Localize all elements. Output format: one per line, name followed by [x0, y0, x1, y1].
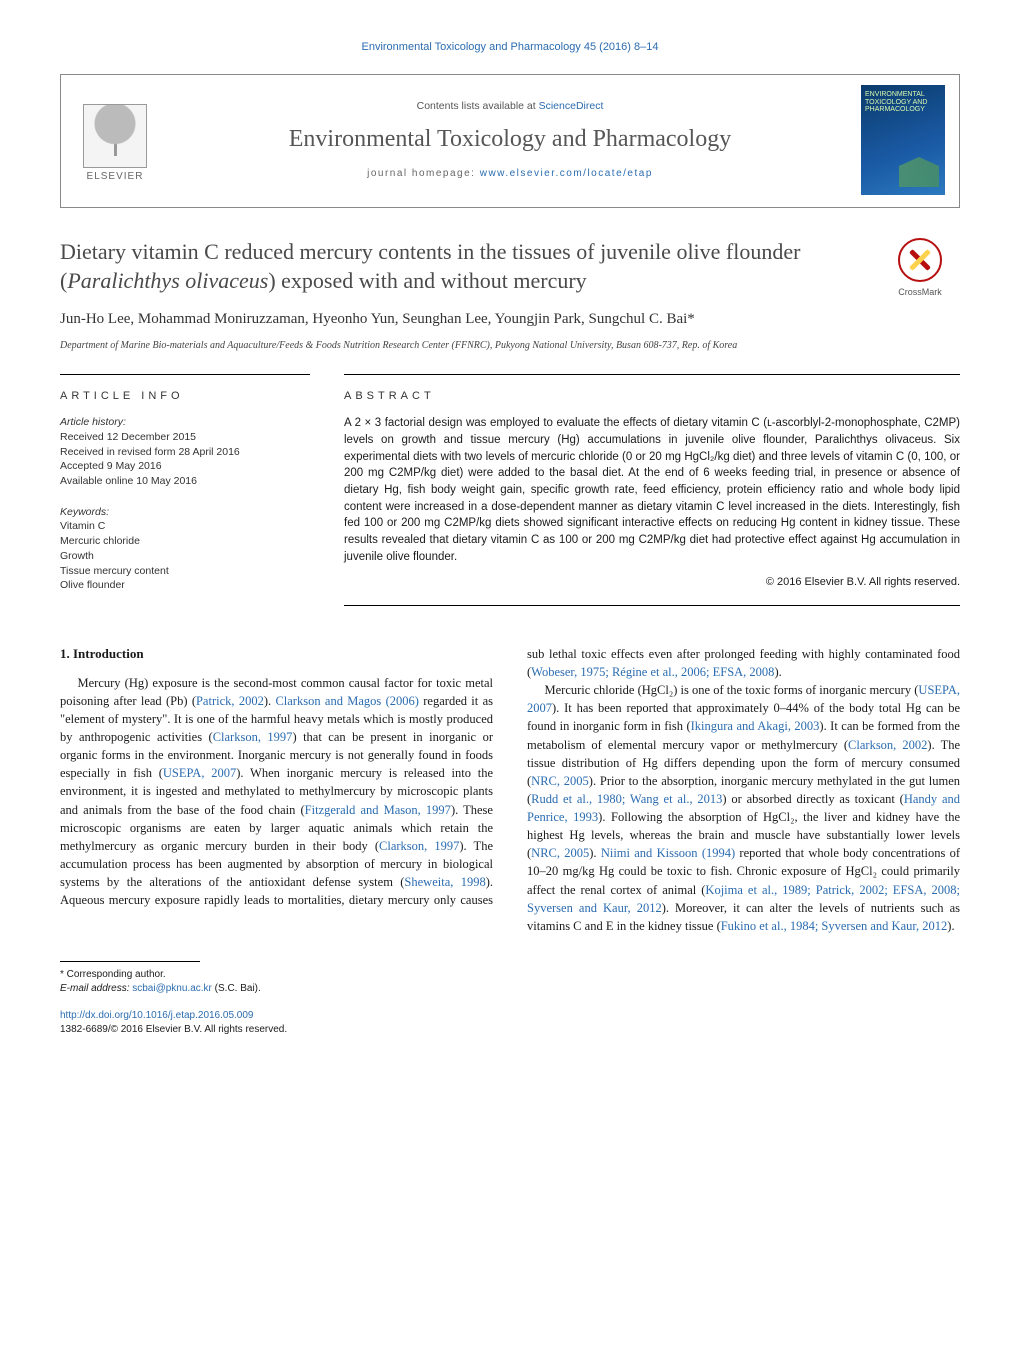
- affiliation: Department of Marine Bio-materials and A…: [60, 339, 960, 353]
- keywords-heading: Keywords:: [60, 505, 310, 520]
- citation-link[interactable]: Fukino et al., 1984; Syversen and Kaur, …: [721, 919, 948, 933]
- body-text: ).: [589, 846, 601, 860]
- intro-paragraph-2: Mercuric chloride (HgCl₂) is one of the …: [527, 681, 960, 935]
- citation-link[interactable]: Clarkson and Magos (2006): [275, 694, 419, 708]
- journal-cover-thumbnail: ENVIRONMENTAL TOXICOLOGY AND PHARMACOLOG…: [861, 85, 945, 195]
- corresponding-email-link[interactable]: scbai@pknu.ac.kr: [132, 983, 212, 994]
- title-post: ) exposed with and without mercury: [268, 268, 586, 293]
- article-body: 1. Introduction Mercury (Hg) exposure is…: [60, 645, 960, 935]
- corresponding-email-line: E-mail address: scbai@pknu.ac.kr (S.C. B…: [60, 982, 465, 997]
- section-heading-introduction: 1. Introduction: [60, 645, 493, 664]
- doi-link[interactable]: http://dx.doi.org/10.1016/j.etap.2016.05…: [60, 1010, 254, 1021]
- title-species: Paralichthys olivaceus: [67, 268, 268, 293]
- email-label: E-mail address:: [60, 983, 132, 994]
- crossmark-icon: [898, 238, 942, 282]
- corresponding-author-note: * Corresponding author.: [60, 968, 465, 983]
- elsevier-tree-icon: [83, 104, 147, 168]
- citation-link[interactable]: Niimi and Kissoon (1994): [601, 846, 735, 860]
- email-suffix: (S.C. Bai).: [212, 983, 261, 994]
- citation-link[interactable]: Ikingura and Akagi, 2003: [691, 719, 820, 733]
- page-footer: * Corresponding author. E-mail address: …: [60, 961, 465, 1038]
- citation-link[interactable]: Wobeser, 1975; Régine et al., 2006; EFSA…: [531, 665, 774, 679]
- citation-link[interactable]: Clarkson, 1997: [379, 839, 459, 853]
- abstract-text: A 2 × 3 factorial design was employed to…: [344, 415, 960, 565]
- journal-homepage-link[interactable]: www.elsevier.com/locate/etap: [480, 168, 653, 179]
- keyword: Mercuric chloride: [60, 534, 310, 549]
- publisher-name: ELSEVIER: [87, 170, 144, 185]
- crossmark-badge[interactable]: CrossMark: [890, 238, 950, 299]
- homepage-prefix: journal homepage:: [367, 168, 480, 179]
- article-info-label: ARTICLE INFO: [60, 389, 310, 405]
- body-text: ).: [264, 694, 276, 708]
- sciencedirect-link[interactable]: ScienceDirect: [539, 100, 604, 112]
- elsevier-logo: ELSEVIER: [75, 95, 155, 185]
- contents-prefix: Contents lists available at: [417, 100, 539, 112]
- contents-available-line: Contents lists available at ScienceDirec…: [185, 99, 835, 114]
- journal-homepage-line: journal homepage: www.elsevier.com/locat…: [185, 167, 835, 182]
- body-text: Mercuric chloride (HgCl₂) is one of the …: [545, 683, 919, 697]
- body-text: ) or absorbed directly as toxicant (: [722, 792, 903, 806]
- citation-link[interactable]: Fitzgerald and Mason, 1997: [305, 803, 451, 817]
- journal-name: Environmental Toxicology and Pharmacolog…: [185, 122, 835, 157]
- crossmark-label: CrossMark: [898, 287, 942, 297]
- footnote-rule: [60, 961, 200, 962]
- journal-header: ELSEVIER Contents lists available at Sci…: [60, 74, 960, 208]
- running-head: Environmental Toxicology and Pharmacolog…: [60, 40, 960, 56]
- article-title: Dietary vitamin C reduced mercury conten…: [60, 238, 876, 295]
- keyword: Growth: [60, 549, 310, 564]
- citation-link[interactable]: Patrick, 2002: [196, 694, 264, 708]
- citation-link[interactable]: Sheweita, 1998: [404, 875, 485, 889]
- citation-link[interactable]: NRC, 2005: [531, 846, 589, 860]
- history-item: Accepted 9 May 2016: [60, 459, 310, 474]
- history-item: Received 12 December 2015: [60, 430, 310, 445]
- abstract-copyright: © 2016 Elsevier B.V. All rights reserved…: [344, 575, 960, 591]
- citation-link[interactable]: USEPA, 2007: [163, 766, 236, 780]
- abstract-label: ABSTRACT: [344, 389, 960, 405]
- keyword: Tissue mercury content: [60, 564, 310, 579]
- body-text: ).: [947, 919, 954, 933]
- history-heading: Article history:: [60, 415, 310, 430]
- citation-link[interactable]: Clarkson, 2002: [848, 738, 927, 752]
- history-item: Received in revised form 28 April 2016: [60, 445, 310, 460]
- article-info-column: ARTICLE INFO Article history: Received 1…: [60, 374, 310, 609]
- article-history: Article history: Received 12 December 20…: [60, 415, 310, 488]
- keyword: Olive flounder: [60, 578, 310, 593]
- keywords-block: Keywords: Vitamin C Mercuric chloride Gr…: [60, 505, 310, 593]
- keyword: Vitamin C: [60, 519, 310, 534]
- citation-link[interactable]: Clarkson, 1997: [213, 730, 293, 744]
- issn-copyright: 1382-6689/© 2016 Elsevier B.V. All right…: [60, 1023, 465, 1038]
- citation-link[interactable]: Rudd et al., 1980; Wang et al., 2013: [531, 792, 722, 806]
- abstract-column: ABSTRACT A 2 × 3 factorial design was em…: [344, 374, 960, 609]
- history-item: Available online 10 May 2016: [60, 474, 310, 489]
- body-text: ).: [774, 665, 781, 679]
- author-list: Jun-Ho Lee, Mohammad Moniruzzaman, Hyeon…: [60, 309, 960, 331]
- citation-link[interactable]: NRC, 2005: [531, 774, 589, 788]
